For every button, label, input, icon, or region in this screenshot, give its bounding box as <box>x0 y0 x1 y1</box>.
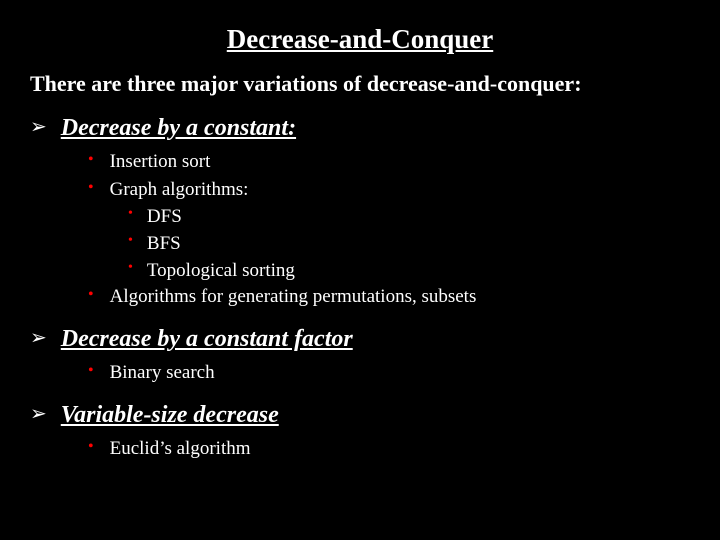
dot-bullet-icon: • <box>128 259 133 277</box>
list-item: • Topological sorting <box>128 259 690 284</box>
arrow-bullet-icon: ➢ <box>30 115 47 139</box>
section-heading-label: Decrease by a constant factor <box>61 326 353 353</box>
dot-bullet-icon: • <box>88 150 94 171</box>
intro-text: There are three major variations of decr… <box>30 71 690 97</box>
list-item: • Euclid’s algorithm <box>88 437 690 462</box>
list-item-label: DFS <box>147 205 182 230</box>
list-item-label: Topological sorting <box>147 259 295 284</box>
section-2-list: • Binary search <box>88 361 690 386</box>
list-item-label: Binary search <box>110 361 215 386</box>
list-item: • Algorithms for generating permutations… <box>88 285 690 310</box>
section-heading-1: ➢ Decrease by a constant: <box>30 115 690 142</box>
list-item: • Binary search <box>88 361 690 386</box>
nested-list: • DFS • BFS • Topological sorting <box>128 205 690 283</box>
list-item-label: Algorithms for generating permutations, … <box>110 285 477 310</box>
slide: Decrease-and-Conquer There are three maj… <box>0 0 720 540</box>
list-item: • DFS <box>128 205 690 230</box>
arrow-bullet-icon: ➢ <box>30 326 47 350</box>
list-item-label: Euclid’s algorithm <box>110 437 251 462</box>
section-heading-label: Decrease by a constant: <box>61 115 296 142</box>
list-item: • Graph algorithms: <box>88 178 690 203</box>
dot-bullet-icon: • <box>128 232 133 250</box>
list-item-label: Graph algorithms: <box>110 178 249 203</box>
dot-bullet-icon: • <box>88 361 94 382</box>
list-item-label: Insertion sort <box>110 150 211 175</box>
section-3-list: • Euclid’s algorithm <box>88 437 690 462</box>
dot-bullet-icon: • <box>88 437 94 458</box>
section-heading-label: Variable-size decrease <box>61 402 279 429</box>
list-item: • Insertion sort <box>88 150 690 175</box>
section-heading-3: ➢ Variable-size decrease <box>30 402 690 429</box>
list-item-label: BFS <box>147 232 181 257</box>
dot-bullet-icon: • <box>88 178 94 199</box>
slide-title: Decrease-and-Conquer <box>30 24 690 55</box>
dot-bullet-icon: • <box>88 285 94 306</box>
dot-bullet-icon: • <box>128 205 133 223</box>
list-item: • BFS <box>128 232 690 257</box>
arrow-bullet-icon: ➢ <box>30 402 47 426</box>
section-heading-2: ➢ Decrease by a constant factor <box>30 326 690 353</box>
section-1-list: • Insertion sort • Graph algorithms: • D… <box>88 150 690 310</box>
